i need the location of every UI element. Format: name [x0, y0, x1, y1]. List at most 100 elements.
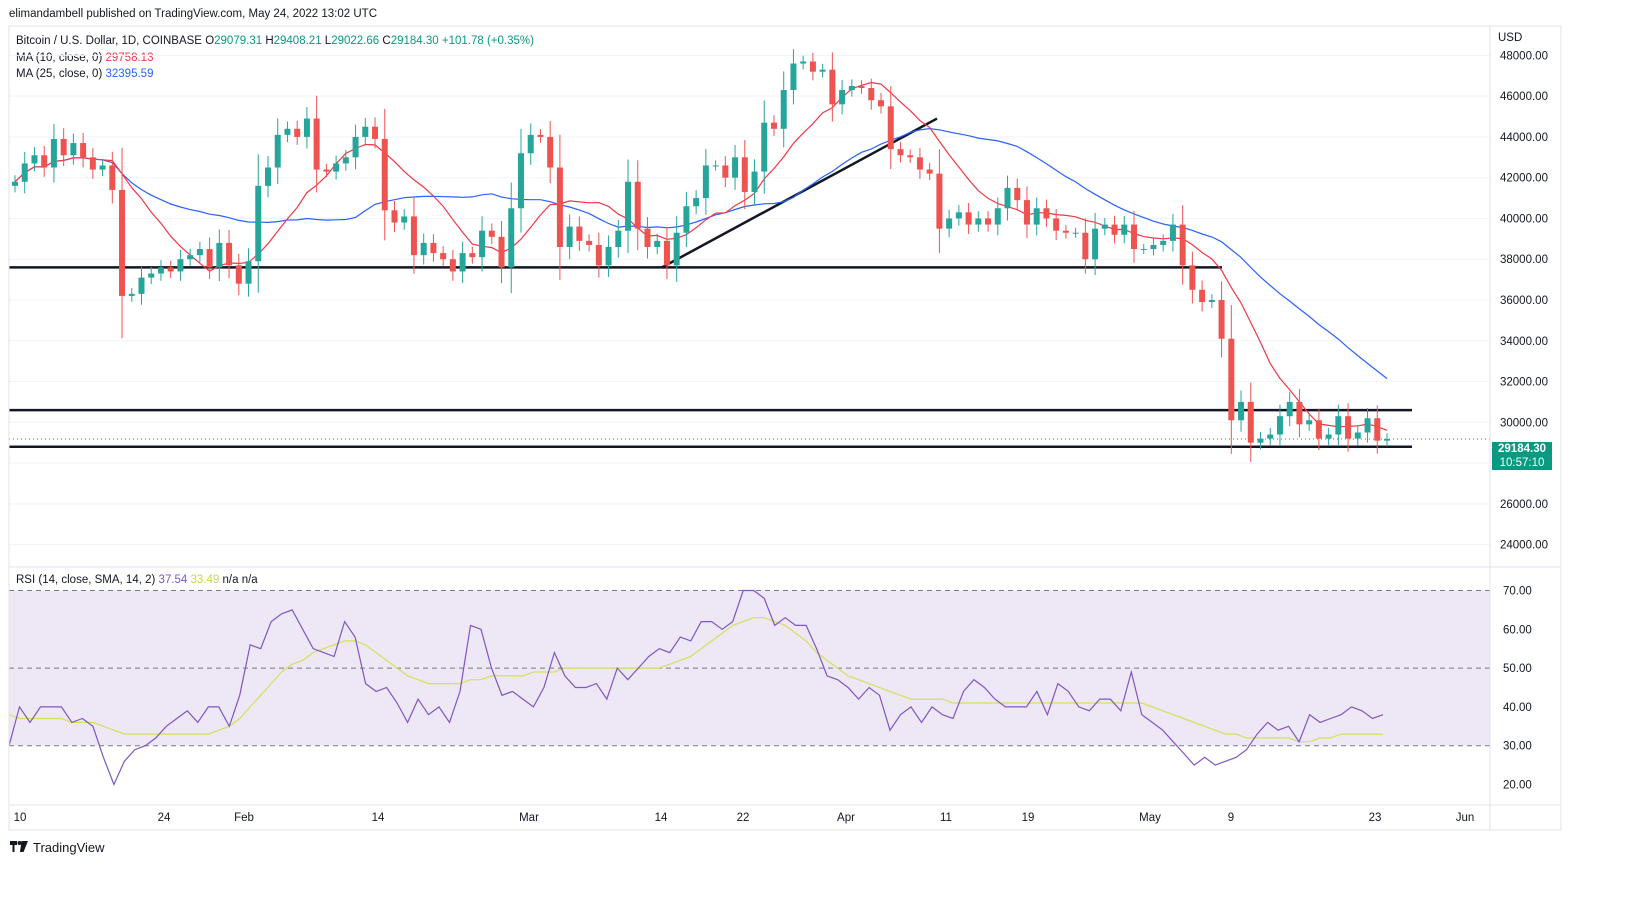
candle-body	[634, 181, 641, 229]
candle-body	[595, 244, 602, 266]
rsi-path	[8, 589, 1384, 787]
candle-body	[576, 226, 583, 241]
candle-body	[897, 149, 904, 156]
candle-body	[702, 165, 709, 199]
candle-body	[955, 212, 962, 219]
ma10-path	[14, 81, 1388, 431]
candle-body	[12, 181, 18, 186]
candle-body	[31, 155, 38, 164]
candle-body	[839, 90, 846, 105]
candle-body	[1092, 228, 1099, 260]
candle-body	[751, 171, 758, 192]
candle-body	[401, 216, 408, 223]
ma10-label[interactable]: MA (10, close, 0)	[16, 51, 103, 64]
candle-body	[625, 181, 632, 231]
time-tick-label: 14	[655, 812, 668, 824]
candle-body	[761, 122, 768, 172]
candle-body	[1169, 224, 1176, 241]
rsi-sma-value: 33.49	[190, 574, 220, 586]
currency-label[interactable]: USD	[1498, 32, 1523, 44]
candle-body	[410, 216, 417, 256]
price-tick-label: 44000.00	[1500, 132, 1548, 144]
candle-body	[303, 118, 310, 137]
candle-body	[333, 163, 340, 172]
candle-body	[858, 85, 865, 88]
rsi-tick-label: 60.00	[1503, 624, 1532, 636]
candle-body	[926, 169, 933, 174]
time-tick-label: 19	[1022, 812, 1035, 824]
candle-body	[800, 61, 807, 64]
price-tick-label: 32000.00	[1500, 377, 1548, 389]
candle-body	[177, 259, 184, 272]
candle-body	[488, 230, 495, 237]
candle-body	[1189, 265, 1196, 290]
rsi-value: 37.54	[158, 574, 188, 586]
candle-body	[790, 63, 797, 91]
candle-body	[1004, 187, 1011, 209]
ma25-label[interactable]: MA (25, close, 0)	[16, 68, 103, 80]
candle-body	[887, 106, 894, 150]
candle-body	[712, 165, 719, 167]
candle-body	[449, 259, 456, 272]
candle-body	[586, 240, 593, 245]
candle-body	[1072, 232, 1079, 234]
candle-body	[372, 126, 379, 139]
time-tick-label: 24	[158, 812, 171, 824]
candle-body	[196, 249, 203, 256]
candle-body	[89, 157, 96, 170]
time-tick-label: Jun	[1456, 812, 1475, 824]
ma25-line	[14, 127, 1388, 380]
candle-body	[1315, 420, 1322, 439]
candle-body	[537, 134, 544, 137]
candle-body	[1199, 289, 1206, 303]
published-header: elimandambell published on TradingView.c…	[9, 8, 377, 20]
candle-body	[381, 138, 388, 211]
candle-body	[469, 253, 476, 258]
candle-body	[615, 230, 622, 247]
candle-body	[566, 226, 573, 247]
candle-body	[1053, 218, 1060, 231]
candle-body	[1354, 432, 1361, 439]
candle-body	[391, 210, 398, 223]
candle-body	[479, 230, 486, 258]
ma25-path	[14, 127, 1388, 380]
candle-body	[673, 232, 680, 266]
rsi-na-2: n/a	[241, 574, 258, 586]
candle-body	[167, 267, 174, 272]
candle-body	[294, 128, 301, 137]
candle-body	[732, 157, 739, 178]
candle-body	[313, 118, 320, 170]
candle-body	[1228, 338, 1235, 421]
candle-body	[352, 136, 359, 158]
rsi-tick-label: 20.00	[1503, 779, 1532, 791]
candle-body	[41, 155, 48, 168]
candle-body	[420, 242, 427, 256]
candle-body	[527, 134, 534, 154]
candle-body	[138, 277, 145, 294]
rsi-label[interactable]: RSI (14, close, SMA, 14, 2)	[16, 574, 156, 586]
price-tick-label: 38000.00	[1500, 254, 1548, 266]
tradingview-brand: TradingView	[33, 839, 105, 855]
candle-body	[1247, 401, 1254, 443]
candle-body	[1276, 416, 1283, 435]
candle-body	[21, 163, 28, 182]
low-value: 29022.66	[331, 35, 380, 47]
rsi-legend: RSI (14, close, SMA, 14, 2) 37.54 33.49 …	[16, 574, 258, 586]
rsi-tick-label: 30.00	[1503, 741, 1532, 753]
candle-body	[547, 136, 554, 168]
tradingview-logo[interactable]: TradingView	[10, 839, 105, 855]
rsi-tick-label: 70.00	[1503, 586, 1532, 598]
candle-body	[1082, 232, 1089, 260]
candle-body	[819, 69, 826, 72]
rsi-tick-label: 50.00	[1503, 663, 1532, 675]
price-tick-label: 30000.00	[1500, 417, 1548, 429]
candle-body	[663, 240, 670, 266]
candle-body	[1023, 200, 1030, 225]
candle-body	[157, 267, 164, 274]
candle-body	[430, 242, 437, 254]
candle-body	[226, 242, 233, 266]
time-tick-label: 23	[1369, 812, 1382, 824]
candle-body	[50, 138, 57, 168]
symbol-label[interactable]: Bitcoin / U.S. Dollar, 1D, COINBASE	[16, 35, 202, 47]
